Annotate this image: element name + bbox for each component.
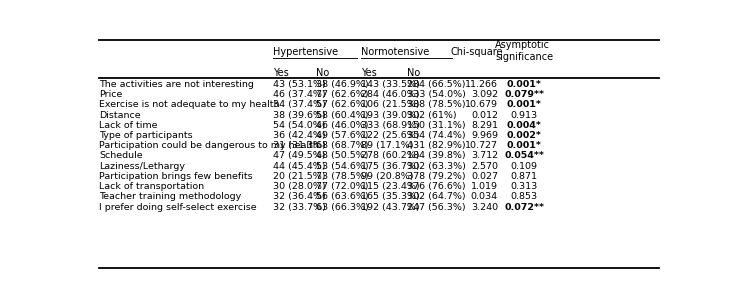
Text: Chi-square: Chi-square	[450, 47, 502, 56]
Text: Laziness/Lethargy: Laziness/Lethargy	[99, 162, 186, 171]
Text: 32 (36.4%): 32 (36.4%)	[273, 192, 326, 201]
Text: 192 (43.7%): 192 (43.7%)	[361, 203, 420, 212]
Text: 38 (46.9%): 38 (46.9%)	[316, 80, 369, 89]
Text: 0.072**: 0.072**	[504, 203, 544, 212]
Text: 63 (66.3%): 63 (66.3%)	[316, 203, 369, 212]
Text: No: No	[316, 68, 329, 78]
Text: 58 (60.4%): 58 (60.4%)	[316, 111, 369, 120]
Text: 193 (39.0%): 193 (39.0%)	[361, 111, 420, 120]
Text: 3.092: 3.092	[471, 90, 498, 99]
Text: 46 (37.4%): 46 (37.4%)	[273, 90, 326, 99]
Text: 73 (78.5%): 73 (78.5%)	[316, 172, 369, 181]
Text: 175 (36.7%): 175 (36.7%)	[361, 162, 420, 171]
Text: 0.027: 0.027	[471, 172, 498, 181]
Text: Schedule: Schedule	[99, 152, 143, 160]
Text: 0.001*: 0.001*	[507, 141, 542, 150]
Text: Hypertensive: Hypertensive	[273, 47, 338, 56]
Text: 89 (17.1%): 89 (17.1%)	[361, 141, 414, 150]
Text: 376 (76.6%): 376 (76.6%)	[407, 182, 466, 191]
Text: 184 (39.8%): 184 (39.8%)	[407, 152, 466, 160]
Text: 3.712: 3.712	[471, 152, 498, 160]
Text: 0.853: 0.853	[511, 192, 538, 201]
Text: 49 (57.6%): 49 (57.6%)	[316, 131, 369, 140]
Text: 38 (39.6%): 38 (39.6%)	[273, 111, 326, 120]
Text: 247 (56.3%): 247 (56.3%)	[407, 203, 466, 212]
Text: 278 (60.2%): 278 (60.2%)	[361, 152, 420, 160]
Text: 31 (31.3%): 31 (31.3%)	[273, 141, 326, 150]
Text: 0.054**: 0.054**	[504, 152, 544, 160]
Text: 165 (35.3%): 165 (35.3%)	[361, 192, 420, 201]
Text: 10.679: 10.679	[465, 100, 498, 109]
Text: 0.913: 0.913	[511, 111, 538, 120]
Text: 43 (53.1%): 43 (53.1%)	[273, 80, 326, 89]
Text: Distance: Distance	[99, 111, 141, 120]
Text: 106 (21.5%): 106 (21.5%)	[361, 100, 420, 109]
Text: 3.240: 3.240	[471, 203, 498, 212]
Text: 36 (42.4%): 36 (42.4%)	[273, 131, 326, 140]
Text: 0.001*: 0.001*	[507, 100, 542, 109]
Text: 68 (68.7%): 68 (68.7%)	[316, 141, 369, 150]
Text: 0.109: 0.109	[511, 162, 537, 171]
Text: 284 (46.0%): 284 (46.0%)	[361, 90, 420, 99]
Text: 77 (62.6%): 77 (62.6%)	[316, 90, 369, 99]
Text: 431 (82.9%): 431 (82.9%)	[407, 141, 466, 150]
Text: 56 (63.6%): 56 (63.6%)	[316, 192, 369, 201]
Text: Type of participants: Type of participants	[99, 131, 193, 140]
Text: 0.871: 0.871	[511, 172, 537, 181]
Text: 54 (54.0%): 54 (54.0%)	[273, 121, 326, 130]
Text: Normotensive: Normotensive	[361, 47, 429, 56]
Text: The activities are not interesting: The activities are not interesting	[99, 80, 255, 89]
Text: Price: Price	[99, 90, 123, 99]
Text: 34 (37.4%): 34 (37.4%)	[273, 100, 326, 109]
Text: Lack of transportation: Lack of transportation	[99, 182, 204, 191]
Text: 0.012: 0.012	[471, 111, 498, 120]
Text: 302 (63.3%): 302 (63.3%)	[407, 162, 466, 171]
Text: 388 (78.5%): 388 (78.5%)	[407, 100, 466, 109]
Text: 284 (66.5%): 284 (66.5%)	[407, 80, 466, 89]
Text: 30 (28.0%): 30 (28.0%)	[273, 182, 326, 191]
Text: 46 (46.0%): 46 (46.0%)	[316, 121, 369, 130]
Text: 77 (72.0%): 77 (72.0%)	[316, 182, 369, 191]
Text: 0.034: 0.034	[471, 192, 498, 201]
Text: 0.002*: 0.002*	[507, 131, 542, 140]
Text: 122 (25.6%): 122 (25.6%)	[361, 131, 420, 140]
Text: 44 (45.4%): 44 (45.4%)	[273, 162, 326, 171]
Text: 0.004*: 0.004*	[507, 121, 542, 130]
Text: Yes: Yes	[273, 68, 289, 78]
Text: I prefer doing self-select exercise: I prefer doing self-select exercise	[99, 203, 257, 212]
Text: 0.313: 0.313	[511, 182, 538, 191]
Text: 32 (33.7%): 32 (33.7%)	[273, 203, 326, 212]
Text: Participation brings few benefits: Participation brings few benefits	[99, 172, 253, 181]
Text: 2.570: 2.570	[471, 162, 498, 171]
Text: 302 (64.7%): 302 (64.7%)	[407, 192, 466, 201]
Text: Asymptotic
significance: Asymptotic significance	[495, 40, 553, 62]
Text: 47 (49.5%): 47 (49.5%)	[273, 152, 326, 160]
Text: 333 (68.9%): 333 (68.9%)	[361, 121, 420, 130]
Text: 0.079**: 0.079**	[504, 90, 544, 99]
Text: Yes: Yes	[361, 68, 377, 78]
Text: Participation could be dangerous to my health: Participation could be dangerous to my h…	[99, 141, 319, 150]
Text: Exercise is not adequate to my health: Exercise is not adequate to my health	[99, 100, 280, 109]
Text: 333 (54.0%): 333 (54.0%)	[407, 90, 466, 99]
Text: 10.727: 10.727	[465, 141, 498, 150]
Text: 57 (62.6%): 57 (62.6%)	[316, 100, 369, 109]
Text: 150 (31.1%): 150 (31.1%)	[407, 121, 466, 130]
Text: 8.291: 8.291	[471, 121, 498, 130]
Text: 115 (23.4%): 115 (23.4%)	[361, 182, 420, 191]
Text: 354 (74.4%): 354 (74.4%)	[407, 131, 466, 140]
Text: 11.266: 11.266	[465, 80, 498, 89]
Text: 9.969: 9.969	[471, 131, 498, 140]
Text: 20 (21.5%): 20 (21.5%)	[273, 172, 326, 181]
Text: Lack of time: Lack of time	[99, 121, 158, 130]
Text: 1.019: 1.019	[471, 182, 498, 191]
Text: 53 (54.6%): 53 (54.6%)	[316, 162, 369, 171]
Text: 378 (79.2%): 378 (79.2%)	[407, 172, 466, 181]
Text: 143 (33.5%): 143 (33.5%)	[361, 80, 420, 89]
Text: 48 (50.5%): 48 (50.5%)	[316, 152, 369, 160]
Text: No: No	[407, 68, 420, 78]
Text: Teacher training methodology: Teacher training methodology	[99, 192, 242, 201]
Text: 0.001*: 0.001*	[507, 80, 542, 89]
Text: 99 (20.8%): 99 (20.8%)	[361, 172, 414, 181]
Text: 302 (61%): 302 (61%)	[407, 111, 457, 120]
